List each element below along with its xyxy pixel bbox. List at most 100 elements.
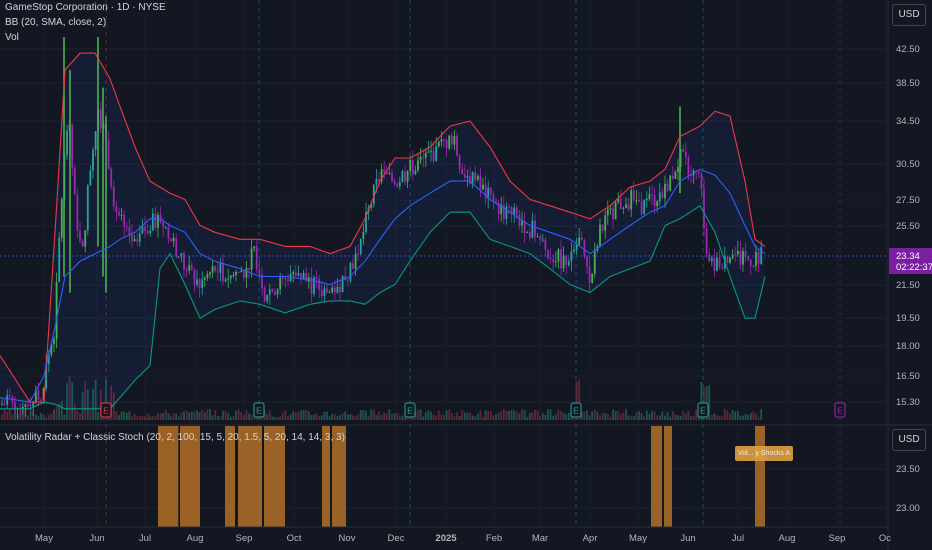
price-axis[interactable]: 42.50 38.50 34.50 30.50 27.50 25.50 21.50 19.50… bbox=[896, 44, 920, 408]
volume-bar bbox=[365, 410, 367, 420]
volume-bar bbox=[674, 414, 677, 420]
candle-body bbox=[131, 234, 133, 242]
volume-bar bbox=[196, 410, 198, 420]
volume-bar bbox=[76, 410, 79, 420]
volume-bar bbox=[149, 416, 152, 420]
candle-body bbox=[391, 172, 393, 182]
candle-body bbox=[627, 204, 630, 210]
candle-body bbox=[55, 282, 58, 340]
candle-body bbox=[313, 277, 315, 294]
candle-body bbox=[320, 289, 323, 297]
candle-body bbox=[271, 289, 274, 292]
candle-body bbox=[157, 214, 159, 228]
volume-bar bbox=[274, 416, 276, 420]
earnings-marker[interactable] bbox=[404, 402, 416, 418]
candle-body bbox=[362, 231, 365, 239]
volume-bar bbox=[1, 414, 3, 420]
volume-bar bbox=[253, 416, 256, 420]
volume-bar bbox=[760, 409, 763, 420]
volume-bar bbox=[474, 416, 477, 420]
volume-bar bbox=[289, 414, 292, 420]
shock-zones bbox=[158, 426, 765, 527]
candle-body bbox=[450, 135, 453, 145]
volume-bar bbox=[141, 416, 144, 420]
time-axis[interactable]: May Jun Jul Aug Sep Oct Nov Dec 2025 Feb Mar Apr May… bbox=[35, 533, 891, 544]
candle-body bbox=[172, 237, 175, 242]
candle-body bbox=[526, 231, 529, 233]
earnings-marker[interactable] bbox=[253, 402, 265, 418]
volume-bar bbox=[391, 413, 393, 420]
volume-bar bbox=[209, 409, 211, 420]
volume-bar bbox=[630, 416, 633, 420]
volume-bar bbox=[336, 416, 339, 420]
volume-bar bbox=[248, 413, 250, 420]
volume-bar bbox=[495, 414, 497, 420]
volume-bar bbox=[484, 410, 487, 420]
vol-legend[interactable]: Vol bbox=[5, 32, 19, 43]
volume-bar bbox=[281, 412, 284, 420]
candle-body bbox=[726, 256, 729, 263]
volume-bar bbox=[232, 416, 235, 420]
volume-bar bbox=[656, 415, 659, 420]
candle-body bbox=[53, 339, 55, 345]
volume-bar bbox=[370, 409, 373, 420]
candle-body bbox=[138, 233, 141, 242]
candle-body bbox=[674, 172, 677, 179]
candle-body bbox=[523, 221, 526, 233]
candle-body bbox=[198, 279, 201, 288]
lower-price-axis[interactable]: 23.50 23.00 bbox=[896, 464, 920, 514]
earnings-marker[interactable] bbox=[100, 402, 112, 418]
volume-bar bbox=[333, 414, 336, 420]
volume-bar bbox=[695, 409, 698, 420]
candle-body bbox=[583, 240, 586, 257]
volume-bar bbox=[406, 415, 409, 420]
volume-bar bbox=[133, 414, 136, 420]
candle-body bbox=[110, 168, 113, 187]
candle-body bbox=[443, 139, 445, 141]
candle-body bbox=[94, 131, 97, 150]
bb-legend[interactable]: BB (20, SMA, close, 2) bbox=[5, 17, 107, 28]
currency-button[interactable]: USD bbox=[892, 4, 926, 26]
candle-body bbox=[346, 280, 349, 282]
candle-body bbox=[474, 172, 477, 180]
candle-body bbox=[349, 263, 352, 281]
candle-body bbox=[268, 289, 271, 296]
candle-body bbox=[427, 151, 430, 153]
volume-bar bbox=[331, 413, 334, 420]
volume-bar bbox=[456, 412, 458, 420]
indicator-legend[interactable]: Volatility Radar + Classic Stoch (20, 2,… bbox=[5, 432, 345, 443]
volume-bar bbox=[193, 411, 196, 420]
volume-bar bbox=[578, 379, 581, 420]
earnings-marker[interactable] bbox=[570, 402, 582, 418]
candle-body bbox=[630, 190, 633, 210]
volume-bar bbox=[40, 412, 42, 420]
candle-body bbox=[167, 227, 170, 239]
volume-bar bbox=[567, 412, 570, 420]
earnings-marker[interactable] bbox=[697, 402, 709, 418]
candle-body bbox=[437, 141, 440, 147]
candle-body bbox=[297, 273, 300, 276]
time-tick-label: May bbox=[35, 533, 53, 544]
candle-body bbox=[411, 159, 414, 175]
volume-bar bbox=[448, 409, 451, 420]
candle-body bbox=[34, 390, 37, 402]
lower-currency-button[interactable]: USD bbox=[892, 429, 926, 451]
volume-bar bbox=[625, 409, 627, 420]
candle-body bbox=[84, 230, 87, 247]
volume-bar bbox=[227, 413, 230, 420]
volume-bar bbox=[601, 412, 604, 420]
volume-bar bbox=[214, 410, 217, 420]
price-tick-label: 19.50 bbox=[896, 313, 920, 324]
candle-body bbox=[263, 287, 266, 302]
symbol-legend[interactable]: GameStop Corporation · 1D · NYSE bbox=[5, 2, 166, 13]
volume-bar bbox=[614, 411, 617, 420]
candle-body bbox=[718, 257, 721, 267]
candle-body bbox=[606, 209, 609, 216]
earnings-marker[interactable] bbox=[834, 402, 846, 418]
volume-bar bbox=[315, 412, 318, 420]
candle-body bbox=[224, 279, 227, 282]
candle-body bbox=[201, 279, 204, 288]
volume-bar bbox=[749, 413, 752, 420]
